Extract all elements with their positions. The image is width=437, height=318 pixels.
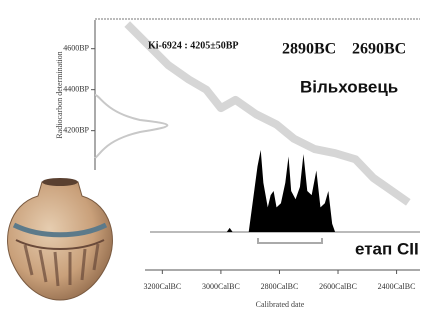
range-end: 2690BC	[352, 41, 406, 58]
x-axis-label: Calibrated date	[256, 300, 305, 309]
x-tick-label: 2600CalBC	[319, 282, 357, 291]
range-start: 2890BC	[282, 41, 336, 58]
x-tick-label: 3200CalBC	[143, 282, 181, 291]
x-tick-label: 2800CalBC	[261, 282, 299, 291]
stage-label: етап СІІ	[355, 239, 419, 258]
x-tick-label: 2400CalBC	[378, 282, 416, 291]
y-tick-label: 4600BP	[63, 44, 89, 53]
figure: Radiocarbon determination Calibrated dat…	[0, 0, 437, 318]
y-tick-label: 4400BP	[63, 85, 89, 94]
y-tick-label: 4200BP	[63, 125, 89, 134]
chart: Radiocarbon determination Calibrated dat…	[0, 0, 437, 318]
site-label: Вільховець	[300, 77, 398, 96]
x-tick-label: 3000CalBC	[202, 282, 240, 291]
sample-label: Ki-6924 : 4205±50BP	[148, 40, 238, 51]
